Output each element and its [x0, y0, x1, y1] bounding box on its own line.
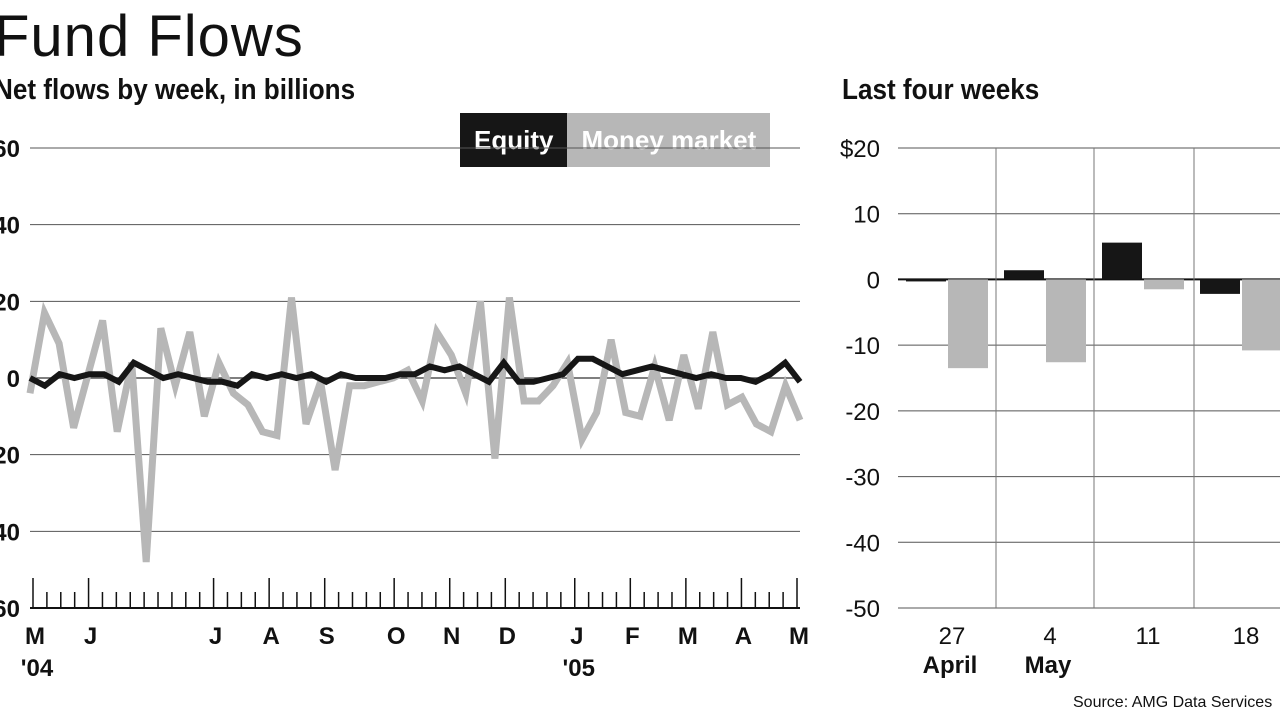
- line-x-month-label: J: [209, 623, 222, 650]
- legend-money-market: Money market: [567, 113, 771, 167]
- money-market-bar: [1144, 279, 1184, 290]
- line-x-year-label: '04: [21, 655, 54, 682]
- line-x-month-label: A: [262, 623, 279, 650]
- bar-y-tick-label: 10: [853, 202, 880, 229]
- line-x-month-label: F: [625, 623, 640, 650]
- bar-y-tick-label: -20: [845, 399, 880, 426]
- line-x-month-label: D: [499, 623, 516, 650]
- line-x-month-label: J: [84, 623, 97, 650]
- chart-title: Fund Flows: [0, 4, 304, 69]
- money-market-line: [26, 297, 804, 563]
- legend: Equity Money market: [460, 113, 771, 167]
- line-x-month-label: J: [570, 623, 583, 650]
- bar-chart-subtitle: Last four weeks: [842, 74, 1040, 106]
- line-y-tick-label: 0: [7, 366, 20, 393]
- equity-bar: [906, 279, 946, 282]
- bar-y-tick-label: -50: [845, 596, 880, 623]
- source-note: Source: AMG Data Services: [1073, 694, 1273, 711]
- line-y-tick-label: 40: [0, 213, 20, 240]
- bar-x-month-label: April: [923, 652, 978, 679]
- equity-bar: [1200, 279, 1240, 294]
- line-y-tick-label: 20: [0, 289, 20, 316]
- bar-x-day-label: 18: [1233, 623, 1260, 650]
- line-y-tick-label: 40: [0, 519, 20, 546]
- money-market-bar: [1046, 279, 1086, 363]
- line-y-tick-label: 60: [0, 596, 20, 623]
- line-x-month-label: A: [735, 623, 752, 650]
- line-x-month-label: M: [25, 623, 45, 650]
- bar-y-tick-label: $20: [840, 136, 880, 163]
- bar-y-tick-label: -40: [845, 530, 880, 557]
- bar-y-tick-label: -10: [845, 333, 880, 360]
- equity-line: [28, 355, 803, 390]
- bar-x-month-label: May: [1025, 652, 1072, 679]
- bar-y-tick-label: 0: [867, 267, 880, 294]
- bar-y-tick-label: -30: [845, 465, 880, 492]
- bar-x-day-label: 27: [939, 623, 966, 650]
- line-x-month-label: M: [678, 623, 698, 650]
- equity-bar: [1102, 242, 1142, 280]
- legend-equity: Equity: [460, 113, 568, 167]
- line-y-tick-label: 60: [0, 136, 20, 163]
- line-x-month-label: M: [789, 623, 809, 650]
- line-x-month-label: N: [443, 623, 460, 650]
- line-x-month-label: S: [319, 623, 335, 650]
- line-chart-subtitle: Net flows by week, in billions: [0, 74, 356, 106]
- line-x-year-label: '05: [563, 655, 595, 682]
- line-y-tick-label: 20: [0, 443, 20, 470]
- bar-x-day-label: 11: [1136, 623, 1161, 650]
- money-market-bar: [1242, 279, 1280, 351]
- line-x-month-label: O: [387, 623, 406, 650]
- bar-x-day-label: 4: [1043, 623, 1056, 650]
- equity-bar: [1004, 270, 1044, 280]
- money-market-bar: [948, 279, 988, 369]
